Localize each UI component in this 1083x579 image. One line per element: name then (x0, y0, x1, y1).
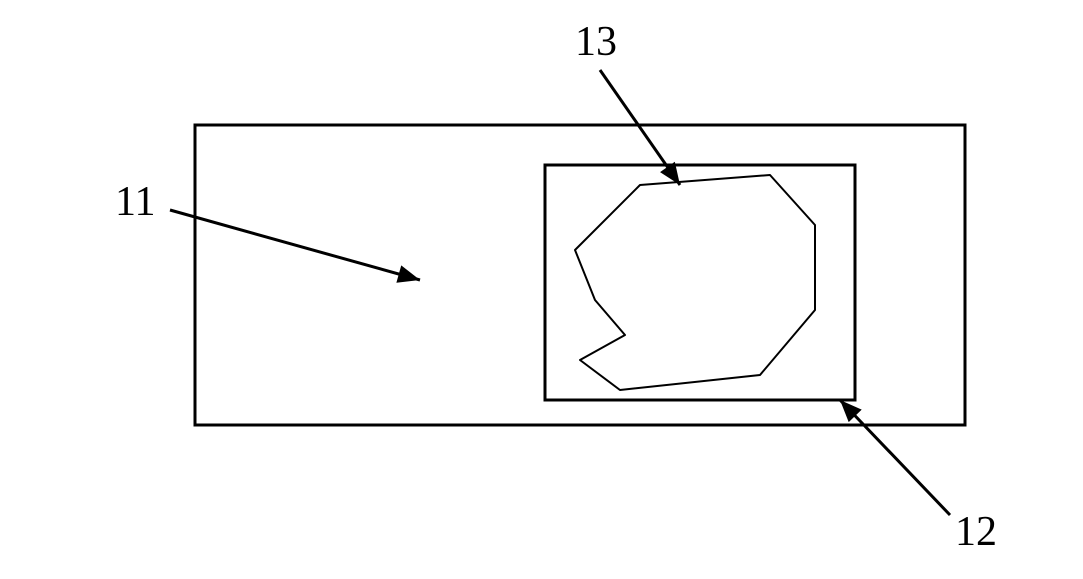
label-13: 13 (575, 19, 617, 65)
label-12: 12 (955, 509, 997, 555)
canvas-bg (0, 0, 1083, 579)
label-11: 11 (115, 179, 155, 225)
